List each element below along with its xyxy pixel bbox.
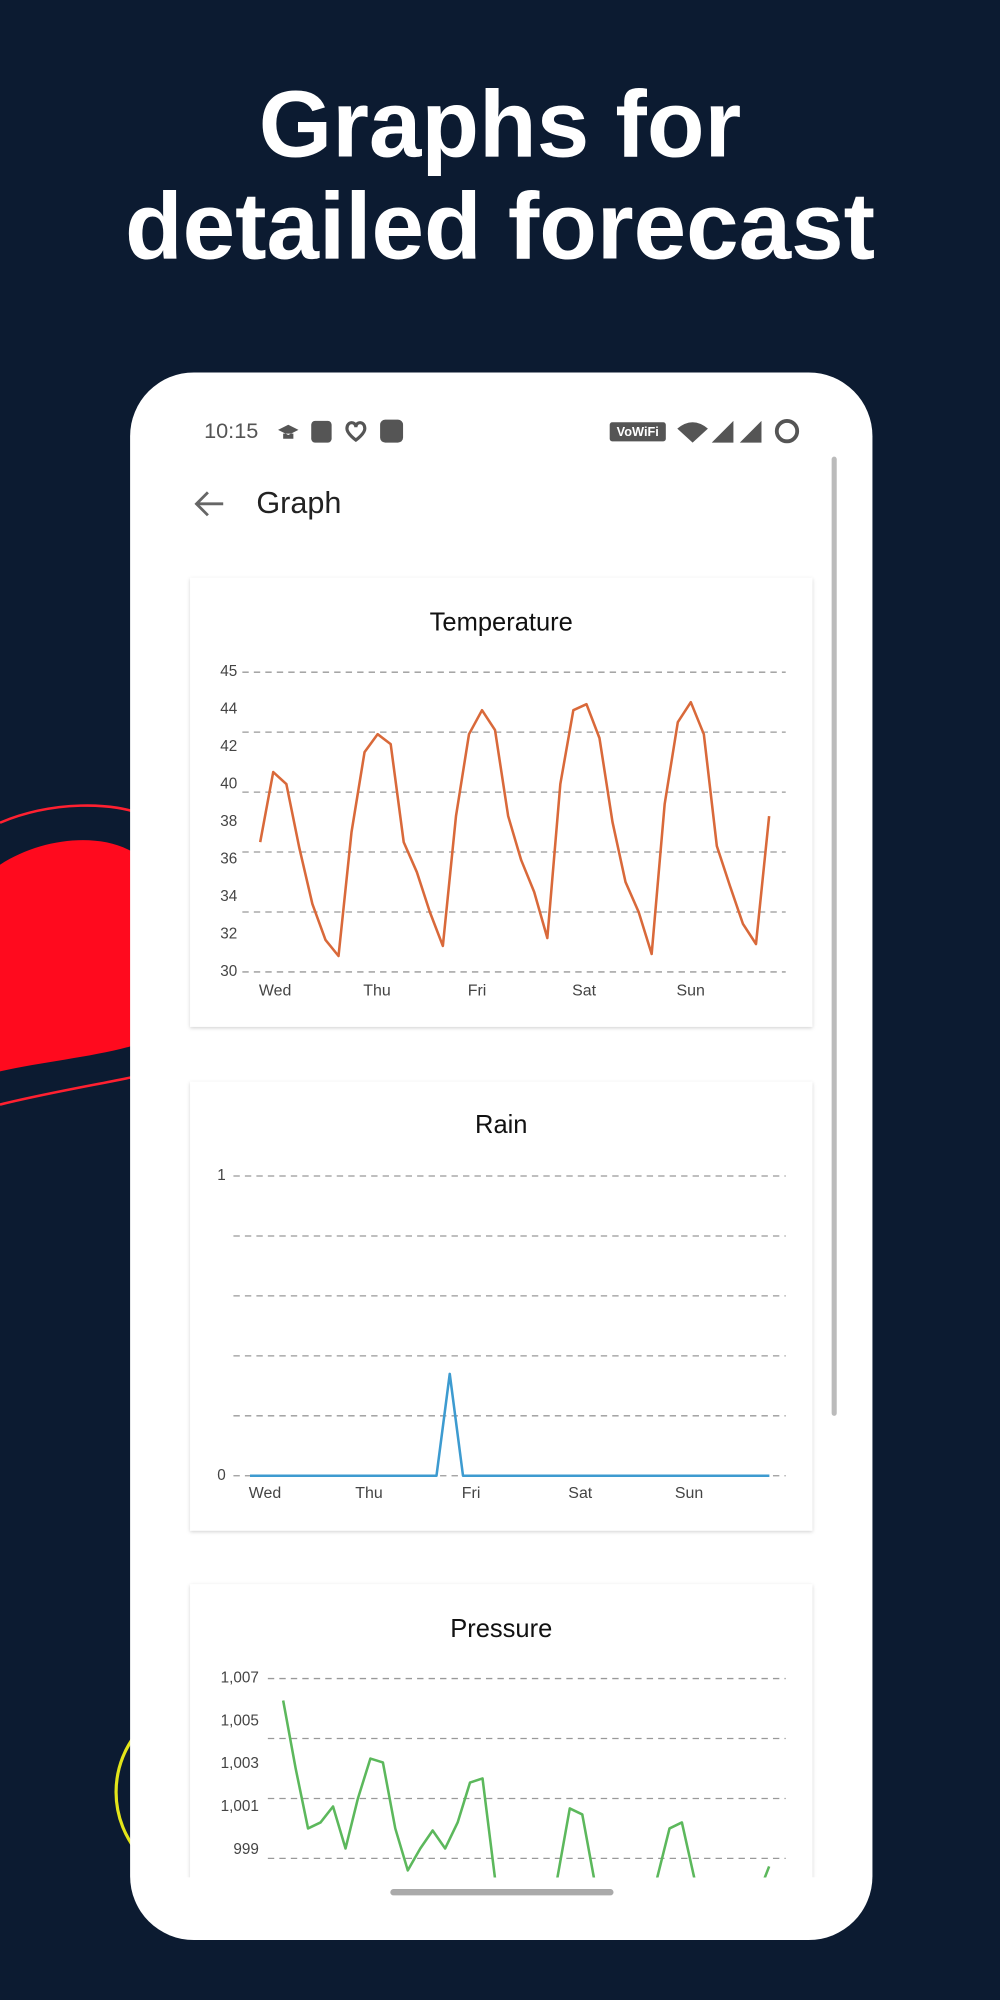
- y-tick-label: 34: [220, 888, 238, 905]
- y-tick-label: 1: [217, 1167, 226, 1184]
- decor-blob: [0, 840, 141, 1072]
- wifi-badge: [609, 422, 666, 442]
- x-tick-label: Sun: [675, 1485, 703, 1502]
- battery-icon: [774, 419, 800, 444]
- y-tick-label: 32: [220, 926, 237, 943]
- card: [190, 577, 813, 1027]
- y-tick-label: 36: [220, 851, 237, 868]
- y-tick-label: 1,001: [221, 1798, 259, 1815]
- icon: [345, 421, 367, 443]
- chart-title: Pressure: [450, 1615, 552, 1643]
- scrollbar: [831, 456, 837, 1416]
- status-time: 10:15: [204, 418, 258, 443]
- content: Temperature 30 32 34 36 38 40 42 44 45 Wed Thu Fri Sa…: [190, 577, 813, 1878]
- data-line: [281, 1700, 771, 1878]
- x-tick-label: Sun: [676, 982, 704, 999]
- chart: Rain 0 1 Wed Thu Fri Sat Sun: [217, 1111, 786, 1502]
- x-tick-label: Fri: [468, 982, 487, 999]
- x-tick-label: Sat: [568, 1485, 592, 1502]
- icon: [311, 420, 332, 443]
- x-tick-label: Sat: [572, 982, 596, 999]
- back-button[interactable]: [194, 491, 224, 517]
- nav-handle[interactable]: [390, 1889, 614, 1896]
- chart-title: Temperature: [430, 608, 573, 636]
- x-tick-label: Wed: [259, 982, 291, 999]
- y-tick-label: 44: [220, 701, 238, 718]
- icon: [278, 424, 299, 439]
- status-icons: [278, 419, 404, 443]
- card: [190, 1081, 813, 1531]
- y-tick-label: 1,003: [221, 1755, 259, 1772]
- chart: Temperature 30 32 34 36 38 40 42 44 45 Wed Thu Fri Sa…: [220, 608, 786, 999]
- y-tick-label: 45: [220, 663, 237, 680]
- card: [190, 1584, 813, 1878]
- x-tick-label: Thu: [355, 1485, 382, 1502]
- data-line: [250, 1372, 770, 1478]
- y-tick-label: 1,005: [221, 1712, 259, 1729]
- chart-title: Rain: [475, 1111, 527, 1139]
- wifi-label: VoWiFi: [617, 424, 659, 439]
- y-tick-label: 38: [220, 813, 237, 830]
- charts: Temperature 30 32 34 36 38 40 42 44 45 Wed Thu Fri Sa…: [217, 608, 786, 1878]
- app-bar-title: Graph: [256, 486, 341, 520]
- signal-icon: [711, 420, 762, 443]
- y-tick-label: 0: [217, 1467, 226, 1484]
- wifi-icon: [677, 422, 708, 443]
- y-tick-label: 40: [220, 776, 237, 793]
- x-tick-label: Wed: [249, 1485, 281, 1502]
- x-tick-label: Thu: [363, 982, 390, 999]
- x-tick-label: Fri: [462, 1485, 481, 1502]
- headline: Graphs for: [259, 72, 741, 177]
- y-tick-label: 999: [233, 1841, 259, 1858]
- y-tick-label: 1,007: [221, 1670, 259, 1687]
- y-tick-label: 42: [220, 738, 237, 755]
- icon: [380, 419, 404, 443]
- data-line: [258, 700, 771, 958]
- headline: detailed forecast: [125, 174, 875, 279]
- y-tick-label: 30: [220, 963, 237, 980]
- chart: Pressure 1,007 1,005 1,003 1,001 999: [221, 1615, 786, 1878]
